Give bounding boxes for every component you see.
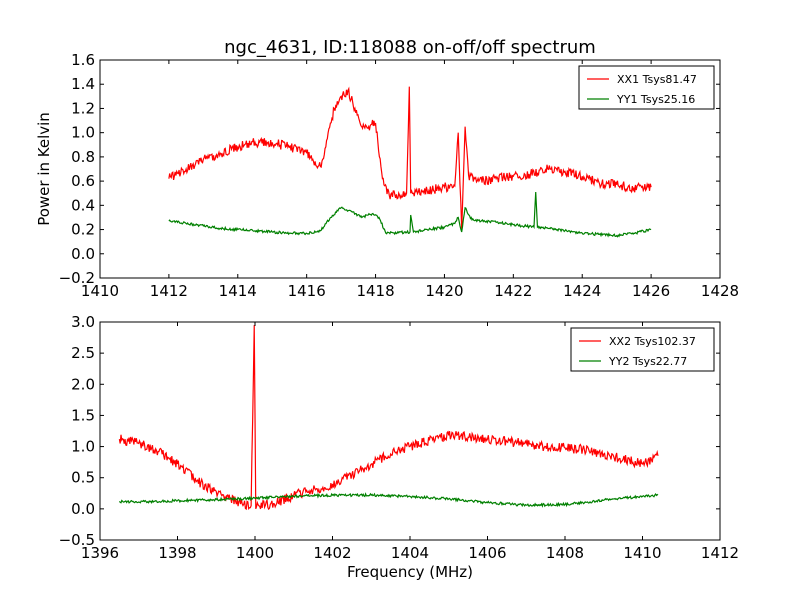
x-tick-label: 1410: [81, 282, 119, 300]
y-tick-label: 0.0: [71, 245, 95, 263]
top-plot: 1410 1412 1414 1416 1418 1420 1422 1424 1426 1428…: [35, 51, 739, 300]
y-tick-label: 1.4: [71, 75, 95, 93]
y-tick-label: 3.0: [71, 313, 95, 331]
y-tick-label: 1.6: [71, 51, 95, 69]
series-group: [168, 86, 652, 238]
x-axis-label: Frequency (MHz): [347, 563, 473, 581]
y-tick-label: 0.4: [71, 196, 95, 214]
legend-box: [578, 65, 715, 110]
y-tick-label: −0.5: [59, 531, 95, 549]
x-tick-label: 1400: [236, 544, 274, 562]
x-tick-label: 1428: [701, 282, 739, 300]
x-tick-label: 1414: [219, 282, 257, 300]
x-tick-label: 1408: [546, 544, 584, 562]
series-line-1: [168, 86, 652, 230]
x-tick-label: 1404: [391, 544, 429, 562]
x-tick-label: 1420: [425, 282, 463, 300]
y-tick-label: 1.0: [71, 124, 95, 142]
x-tick-label: 1406: [468, 544, 506, 562]
series-line-2: [168, 191, 652, 238]
x-tick-label: 1398: [158, 544, 196, 562]
x-tick-label: 1412: [701, 544, 739, 562]
x-tick-label: 1422: [494, 282, 532, 300]
y-tick-label: 2.5: [71, 344, 95, 362]
legend-label: XX2 Tsys102.37: [609, 335, 696, 348]
x-tick-label: 1412: [150, 282, 188, 300]
y-tick-label: 0.0: [71, 500, 95, 518]
y-tick-label: 0.2: [71, 221, 95, 239]
legend: XX2 Tsys102.37 YY2 Tsys22.77: [570, 327, 715, 372]
y-tick-label: 0.6: [71, 172, 95, 190]
bottom-plot: 1396 1398 1400 1402 1404 1406 1408 1410 1412 −0.5…: [59, 313, 740, 581]
y-tick-label: 1.0: [71, 438, 95, 456]
x-tick-label: 1402: [313, 544, 351, 562]
x-tick-label: 1410: [623, 544, 661, 562]
series-line-2: [118, 492, 659, 508]
y-tick-label: 0.8: [71, 148, 95, 166]
x-tick-label: 1424: [563, 282, 601, 300]
legend-label: YY1 Tsys25.16: [616, 93, 695, 106]
y-tick-label: −0.2: [59, 269, 95, 287]
y-tick-label: 2.0: [71, 375, 95, 393]
plot-frame: [99, 59, 721, 279]
legend: XX1 Tsys81.47 YY1 Tsys25.16: [578, 65, 715, 110]
series-group: [118, 325, 659, 511]
legend-box: [570, 327, 715, 372]
legend-label: YY2 Tsys22.77: [608, 355, 687, 368]
y-axis-label: Power in Kelvin: [35, 112, 53, 226]
figure-title: ngc_4631, ID:118088 on-off/off spectrum: [224, 37, 596, 58]
y-tick-label: 1.5: [71, 406, 95, 424]
x-tick-label: 1396: [81, 544, 119, 562]
legend-label: XX1 Tsys81.47: [617, 73, 697, 86]
x-tick-label: 1426: [632, 282, 670, 300]
x-tick-label: 1418: [356, 282, 394, 300]
x-tick-label: 1416: [288, 282, 326, 300]
y-tick-label: 1.2: [71, 99, 95, 117]
series-line-1: [118, 325, 659, 511]
y-tick-label: 0.5: [71, 469, 95, 487]
